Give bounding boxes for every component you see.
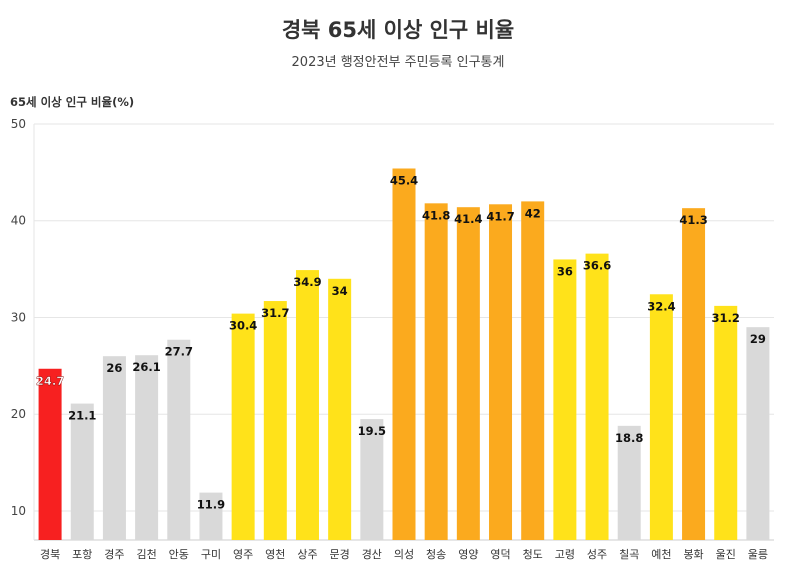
x-tick-label: 구미 (201, 548, 221, 561)
x-tick-label: 문경 (330, 548, 350, 561)
bar (682, 208, 706, 541)
x-tick-label: 울진 (716, 548, 736, 561)
data-label: 34 (332, 284, 348, 298)
bar (328, 278, 352, 540)
x-tick-label: 영주 (233, 548, 253, 561)
data-label: 19.5 (358, 424, 386, 438)
y-tick-label: 40 (11, 214, 26, 228)
x-tick-label: 예천 (651, 547, 671, 561)
x-tick-label: 의성 (394, 548, 414, 561)
bar (360, 419, 384, 540)
y-axis-ticks: 10 20 30 40 50 (11, 117, 26, 518)
bars (38, 168, 770, 541)
data-label: 41.8 (422, 208, 450, 222)
data-label: 18.8 (615, 431, 643, 445)
bar (489, 204, 513, 540)
x-tick-label: 울릉 (748, 548, 768, 561)
x-tick-label: 김천 (136, 547, 156, 561)
y-tick-label: 10 (11, 504, 26, 518)
x-tick-label: 경산 (362, 548, 382, 561)
bar (649, 294, 673, 540)
x-tick-label: 경북 (40, 548, 60, 561)
x-tick-label: 청도 (523, 548, 543, 561)
x-axis-ticks: 경북 포항 경주 김천 안동 구미 영주 영천 상주 문경 경산 의성 청송 영양 영덕 청도 고령 성주 칠곡 예천… (40, 547, 768, 561)
bar (38, 368, 62, 540)
data-label: 45.4 (390, 174, 418, 188)
x-tick-label: 성주 (587, 548, 607, 561)
bar (231, 313, 255, 540)
data-label: 36.6 (583, 259, 611, 273)
bar (392, 168, 416, 540)
data-label: 27.7 (165, 345, 193, 359)
x-tick-label: 고령 (555, 548, 575, 561)
bar (521, 201, 545, 540)
data-label: 41.3 (679, 213, 707, 227)
x-tick-label: 영양 (458, 548, 478, 561)
data-label: 24.7 (36, 374, 64, 388)
x-tick-label: 경주 (104, 548, 124, 561)
x-tick-label: 영덕 (490, 548, 510, 561)
data-label: 21.1 (68, 409, 96, 423)
x-tick-label: 영천 (265, 547, 285, 561)
bar (295, 270, 319, 540)
bar (585, 253, 609, 540)
bar (553, 259, 577, 540)
bar (617, 425, 641, 540)
data-label: 26 (106, 361, 122, 375)
y-axis-label: 65세 이상 인구 비율(%) (10, 95, 135, 109)
x-tick-label: 봉화 (683, 548, 703, 561)
data-label: 34.9 (293, 275, 321, 289)
y-tick-label: 50 (11, 117, 26, 131)
y-tick-label: 20 (11, 407, 26, 421)
x-tick-label: 안동 (169, 548, 189, 561)
data-label: 42 (525, 206, 541, 220)
bar (135, 355, 159, 540)
data-label: 30.4 (229, 319, 257, 333)
data-label: 29 (750, 332, 766, 346)
x-tick-label: 상주 (297, 548, 317, 561)
bar (199, 492, 223, 540)
data-label: 26.1 (132, 360, 160, 374)
y-tick-label: 30 (11, 310, 26, 324)
data-label: 32.4 (647, 299, 675, 313)
bar (102, 356, 126, 540)
data-label: 31.7 (261, 306, 289, 320)
bar (746, 327, 770, 540)
data-label: 36 (557, 264, 573, 278)
chart-subtitle: 2023년 행정안전부 주민등록 인구통계 (291, 55, 505, 70)
bar (263, 301, 287, 540)
bar (714, 305, 738, 540)
data-label: 41.4 (454, 212, 482, 226)
bar (424, 203, 448, 540)
data-label: 41.7 (486, 209, 514, 223)
x-tick-label: 칠곡 (619, 548, 639, 561)
chart-title: 경북 65세 이상 인구 비율 (281, 18, 515, 42)
bar (70, 403, 94, 540)
x-tick-label: 포항 (72, 548, 92, 561)
bar (167, 339, 191, 540)
data-label: 31.2 (712, 311, 740, 325)
data-labels: 24.7 21.1 26 26.1 27.7 11.9 30.4 31.7 34.9 34 19.5… (36, 174, 766, 512)
bar (456, 207, 480, 540)
x-tick-label: 청송 (426, 548, 446, 561)
data-label: 11.9 (197, 498, 225, 512)
